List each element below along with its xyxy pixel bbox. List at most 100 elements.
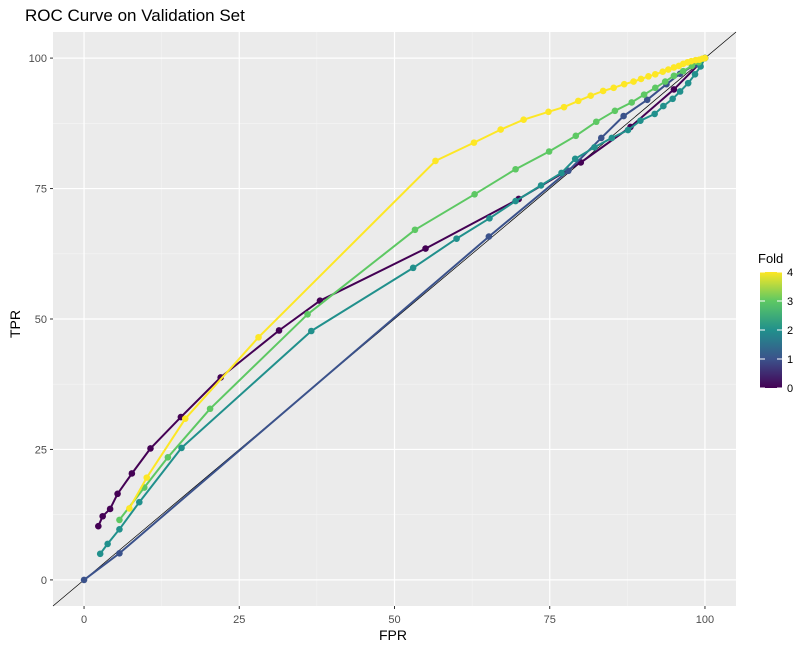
data-point-fold-1 xyxy=(80,576,88,584)
data-point-fold-4 xyxy=(545,108,552,116)
data-point-fold-0 xyxy=(217,374,224,381)
chart-title: ROC Curve on Validation Set xyxy=(25,6,245,25)
y-tick-label: 100 xyxy=(29,53,47,65)
legend-colorbar xyxy=(760,272,782,388)
data-point-fold-2 xyxy=(512,197,519,205)
data-point-fold-4 xyxy=(181,415,189,422)
data-point-fold-4 xyxy=(659,68,667,75)
y-tick-label: 25 xyxy=(35,444,47,456)
data-point-fold-3 xyxy=(411,226,419,234)
data-point-fold-1 xyxy=(643,96,651,104)
reference-diagonal-line xyxy=(52,31,737,607)
data-point-fold-3 xyxy=(116,516,123,524)
data-point-fold-2 xyxy=(136,498,143,506)
data-point-fold-2 xyxy=(571,155,579,163)
data-point-fold-2 xyxy=(453,235,460,242)
data-point-fold-3 xyxy=(670,72,678,80)
data-point-fold-2 xyxy=(669,95,676,103)
legend-tick-label: 3 xyxy=(787,296,793,308)
data-point-fold-1 xyxy=(565,167,572,175)
legend-title: Fold xyxy=(758,251,783,266)
data-point-fold-3 xyxy=(164,453,172,461)
data-point-fold-0 xyxy=(95,522,102,530)
data-point-fold-3 xyxy=(471,190,478,198)
legend-tick-label: 1 xyxy=(787,354,793,366)
data-point-fold-3 xyxy=(592,118,600,126)
data-point-fold-3 xyxy=(661,78,669,85)
legend: Fold 0 1 2 3 4 xyxy=(758,251,793,395)
series-fold-4 xyxy=(126,54,709,512)
plot-area xyxy=(52,31,737,607)
data-point-fold-4 xyxy=(255,333,262,341)
data-point-fold-2 xyxy=(608,134,616,142)
data-point-fold-4 xyxy=(497,126,504,133)
data-point-fold-4 xyxy=(651,70,659,78)
data-point-fold-4 xyxy=(520,116,527,123)
x-tick-label: 100 xyxy=(696,614,714,626)
data-point-fold-3 xyxy=(640,91,648,98)
x-axis: 0 25 50 75 100 xyxy=(81,606,714,626)
reference-line-layer xyxy=(52,31,737,607)
data-point-fold-0 xyxy=(147,445,154,452)
data-point-fold-2 xyxy=(684,79,692,87)
data-point-fold-2 xyxy=(104,540,111,548)
data-point-fold-4 xyxy=(599,87,607,95)
data-point-fold-0 xyxy=(275,327,283,334)
y-axis: 0 25 50 75 100 xyxy=(29,53,53,587)
series-line-fold-0 xyxy=(97,57,706,527)
series-fold-0 xyxy=(95,54,709,530)
data-point-fold-4 xyxy=(560,103,568,111)
data-point-fold-4 xyxy=(645,73,652,80)
data-point-fold-2 xyxy=(307,327,315,335)
data-point-fold-4 xyxy=(665,66,672,73)
x-tick-label: 50 xyxy=(388,614,400,626)
y-axis-title: TPR xyxy=(7,310,23,338)
y-tick-label: 0 xyxy=(41,575,47,587)
data-point-fold-3 xyxy=(651,84,659,92)
data-point-fold-4 xyxy=(432,157,439,165)
series-fold-2 xyxy=(96,54,709,558)
data-point-fold-2 xyxy=(178,444,185,452)
data-point-fold-3 xyxy=(304,311,311,318)
y-tick-label: 75 xyxy=(35,184,47,196)
data-point-fold-4 xyxy=(574,97,582,105)
data-point-fold-2 xyxy=(409,264,417,272)
data-point-fold-2 xyxy=(676,88,684,95)
data-point-fold-2 xyxy=(558,169,565,177)
data-point-fold-2 xyxy=(691,70,699,78)
data-point-fold-2 xyxy=(116,525,123,533)
data-point-fold-0 xyxy=(128,470,136,477)
data-point-fold-1 xyxy=(620,112,627,120)
data-point-fold-0 xyxy=(422,245,429,252)
x-tick-label: 0 xyxy=(81,614,87,626)
data-point-fold-2 xyxy=(537,182,545,189)
data-point-fold-4 xyxy=(470,139,478,146)
x-tick-label: 75 xyxy=(544,614,556,626)
data-point-fold-0 xyxy=(114,490,121,498)
data-point-fold-3 xyxy=(206,405,214,413)
data-point-fold-3 xyxy=(679,67,687,75)
data-point-fold-0 xyxy=(99,512,106,520)
data-point-fold-3 xyxy=(628,99,635,106)
data-point-fold-2 xyxy=(96,550,104,558)
legend-tick-label: 2 xyxy=(787,325,793,337)
data-point-fold-1 xyxy=(597,134,605,142)
series-fold-3 xyxy=(116,54,709,524)
data-point-fold-4 xyxy=(630,78,637,85)
data-point-fold-3 xyxy=(572,132,580,140)
series-layer xyxy=(80,54,709,584)
data-point-fold-0 xyxy=(670,86,678,93)
data-point-fold-3 xyxy=(545,148,553,155)
data-point-fold-2 xyxy=(624,126,632,134)
data-point-fold-2 xyxy=(637,117,644,125)
data-point-fold-2 xyxy=(660,102,667,110)
data-point-fold-4 xyxy=(610,84,617,92)
data-point-fold-4 xyxy=(143,474,151,481)
data-point-fold-3 xyxy=(512,165,519,173)
data-point-fold-2 xyxy=(591,144,598,151)
data-point-fold-4 xyxy=(126,505,133,512)
legend-ticks: 0 1 2 3 4 xyxy=(760,267,793,395)
data-point-fold-2 xyxy=(651,110,658,118)
y-tick-label: 50 xyxy=(35,314,47,326)
